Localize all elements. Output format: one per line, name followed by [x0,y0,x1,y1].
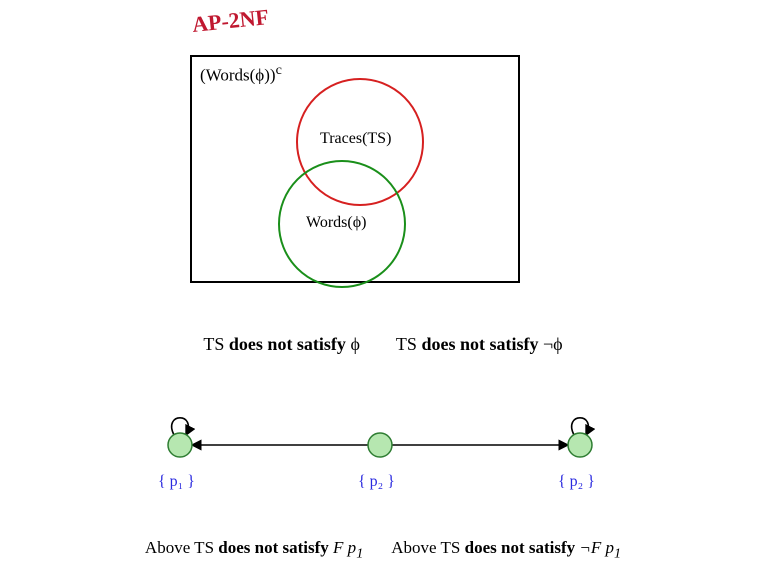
caption-right: TS does not satisfy ¬ϕ [396,334,563,355]
handwritten-annotation: AP-2NF [191,4,270,38]
label-words-complement-sup: c [276,62,282,78]
label-words-complement: (Words(ϕ))c [200,62,282,86]
state-node-s1 [168,433,192,457]
bottom-caption-left: Above TS does not satisfy F p1 [145,538,363,562]
bottom-caption-left-pre: Above TS [145,538,218,557]
bottom-caption-right-sub: 1 [614,545,621,561]
caption-left-bold: does not satisfy [229,334,346,354]
bottom-caption-right: Above TS does not satisfy ¬F p1 [391,538,621,562]
state-node-s3 [568,433,592,457]
caption-left: TS does not satisfy ϕ [203,334,360,355]
circle-traces-label: Traces(TS) [320,130,391,148]
transition-system [120,390,640,480]
state-node-s2 [368,433,392,457]
caption-left-post: ϕ [346,334,360,354]
bottom-caption-right-pre: Above TS [391,538,464,557]
caption-right-pre: TS [396,334,422,354]
circle-words-label: Words(ϕ) [306,214,366,232]
bottom-caption-right-bold: does not satisfy [465,538,576,557]
bottom-caption-right-ital: ¬F p [575,538,614,557]
caption-row-mid: TS does not satisfy ϕTS does not satisfy… [0,334,766,355]
caption-row-bottom: Above TS does not satisfy F p1Above TS d… [0,538,766,562]
caption-left-pre: TS [203,334,229,354]
label-words-complement-text: (Words(ϕ)) [200,66,276,85]
caption-right-post: ¬ϕ [538,334,562,354]
bottom-caption-left-ital: F p [329,538,356,557]
bottom-caption-left-sub: 1 [356,545,363,561]
caption-right-bold: does not satisfy [421,334,538,354]
bottom-caption-left-bold: does not satisfy [218,538,329,557]
